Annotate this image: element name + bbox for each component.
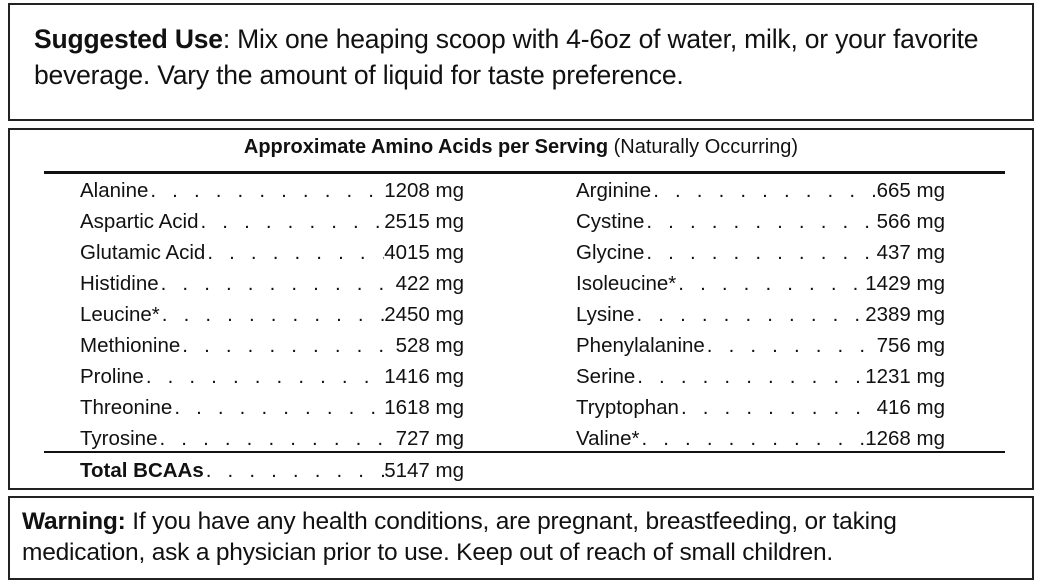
- dot-leader: . . . . . . . . . . . . . . . . . . . . …: [653, 179, 876, 202]
- amino-acid-value: 1208 mg: [384, 179, 464, 202]
- amino-acid-row: Lysine. . . . . . . . . . . . . . . . . …: [576, 299, 945, 330]
- dot-leader: . . . . . . . . . . . . . . . . . . . . …: [680, 396, 877, 419]
- dot-leader: . . . . . . . . . . . . . . . . . . . . …: [159, 427, 395, 450]
- amino-acid-name: Lysine: [576, 303, 635, 326]
- amino-acid-name: Proline: [80, 365, 144, 388]
- amino-acid-name: Isoleucine*: [576, 272, 677, 295]
- amino-acid-row: Leucine*. . . . . . . . . . . . . . . . …: [80, 299, 464, 330]
- dot-leader: . . . . . . . . . . . . . . . . . . . . …: [182, 334, 395, 357]
- dot-leader: . . . . . . . . . . . . . . . . . . . . …: [646, 241, 876, 264]
- dot-leader: . . . . . . . . . . . . . . . . . . . . …: [205, 459, 384, 482]
- amino-acid-row: Proline. . . . . . . . . . . . . . . . .…: [80, 361, 464, 392]
- table-title-main: Approximate Amino Acids per Serving: [243, 136, 609, 158]
- amino-acid-value: 1231 mg: [865, 365, 945, 388]
- amino-acid-name: Tyrosine: [80, 427, 158, 450]
- dot-leader: . . . . . . . . . . . . . . . . . . . . …: [678, 272, 865, 295]
- dot-leader: . . . . . . . . . . . . . . . . . . . . …: [706, 334, 877, 357]
- amino-acid-value: 2389 mg: [865, 303, 945, 326]
- amino-acid-name: Glutamic Acid: [80, 241, 206, 264]
- suggested-use-text: Suggested Use: Mix one heaping scoop wit…: [34, 21, 1016, 93]
- amino-acid-name: Tryptophan: [576, 396, 679, 419]
- amino-acid-name: Aspartic Acid: [80, 210, 199, 233]
- warning-label: Warning:: [22, 508, 126, 535]
- dot-leader: . . . . . . . . . . . . . . . . . . . . …: [646, 210, 876, 233]
- top-rule: [44, 171, 1005, 174]
- table-subtitle: (Naturally Occurring): [613, 136, 799, 158]
- dot-leader: . . . . . . . . . . . . . . . . . . . . …: [145, 365, 384, 388]
- amino-acid-value: 4015 mg: [384, 241, 464, 264]
- amino-acid-value: 437 mg: [876, 241, 945, 264]
- dot-leader: . . . . . . . . . . . . . . . . . . . . …: [160, 272, 396, 295]
- amino-acid-row: Threonine. . . . . . . . . . . . . . . .…: [80, 392, 464, 423]
- bottom-rule: [44, 451, 1005, 453]
- table-title: Approximate Amino Acids per Serving (Nat…: [10, 136, 1032, 159]
- amino-acid-row: Alanine. . . . . . . . . . . . . . . . .…: [80, 175, 464, 206]
- amino-acid-value: 1268 mg: [865, 427, 945, 450]
- amino-acid-row: Isoleucine*. . . . . . . . . . . . . . .…: [576, 268, 945, 299]
- amino-acid-name: Serine: [576, 365, 636, 388]
- dot-leader: . . . . . . . . . . . . . . . . . . . . …: [174, 396, 384, 419]
- amino-acid-value: 422 mg: [395, 272, 464, 295]
- amino-acid-value: 1618 mg: [384, 396, 464, 419]
- amino-acid-row: Tyrosine. . . . . . . . . . . . . . . . …: [80, 423, 464, 454]
- dot-leader: . . . . . . . . . . . . . . . . . . . . …: [150, 179, 384, 202]
- amino-acid-name: Glycine: [576, 241, 645, 264]
- suggested-use-body: : Mix one heaping scoop with 4-6oz of wa…: [34, 24, 979, 90]
- amino-acid-name: Threonine: [80, 396, 173, 419]
- total-bcaas-row: Total BCAAs. . . . . . . . . . . . . . .…: [80, 455, 464, 486]
- suggested-use-box: Suggested Use: Mix one heaping scoop wit…: [8, 3, 1034, 121]
- amino-acid-name: Cystine: [576, 210, 645, 233]
- amino-acid-row: Tryptophan. . . . . . . . . . . . . . . …: [576, 392, 945, 423]
- amino-acid-name: Phenylalanine: [576, 334, 705, 357]
- dot-leader: . . . . . . . . . . . . . . . . . . . . …: [161, 303, 384, 326]
- dot-leader: . . . . . . . . . . . . . . . . . . . . …: [207, 241, 384, 264]
- warning-body: If you have any health conditions, are p…: [22, 508, 897, 566]
- amino-acid-value: 727 mg: [395, 427, 464, 450]
- amino-acid-table: Approximate Amino Acids per Serving (Nat…: [8, 128, 1034, 490]
- amino-acid-name: Arginine: [576, 179, 652, 202]
- total-label: Total BCAAs: [80, 459, 204, 482]
- dot-leader: . . . . . . . . . . . . . . . . . . . . …: [636, 303, 866, 326]
- amino-acid-value: 416 mg: [876, 396, 945, 419]
- suggested-use-label: Suggested Use: [34, 24, 223, 54]
- amino-acid-value: 2515 mg: [384, 210, 464, 233]
- amino-acid-row: Glutamic Acid. . . . . . . . . . . . . .…: [80, 237, 464, 268]
- left-column: Alanine. . . . . . . . . . . . . . . . .…: [80, 175, 464, 454]
- amino-acid-name: Histidine: [80, 272, 159, 295]
- warning-text: Warning: If you have any health conditio…: [22, 506, 1016, 568]
- amino-acid-value: 756 mg: [876, 334, 945, 357]
- amino-acid-value: 1429 mg: [865, 272, 945, 295]
- amino-acid-value: 1416 mg: [384, 365, 464, 388]
- amino-acid-row: Aspartic Acid. . . . . . . . . . . . . .…: [80, 206, 464, 237]
- total-value: 5147 mg: [384, 459, 464, 482]
- amino-acid-name: Valine*: [576, 427, 640, 450]
- amino-acid-row: Histidine. . . . . . . . . . . . . . . .…: [80, 268, 464, 299]
- right-column: Arginine. . . . . . . . . . . . . . . . …: [576, 175, 945, 454]
- amino-acid-row: Serine. . . . . . . . . . . . . . . . . …: [576, 361, 945, 392]
- amino-acid-value: 566 mg: [876, 210, 945, 233]
- amino-acid-row: Phenylalanine. . . . . . . . . . . . . .…: [576, 330, 945, 361]
- amino-acid-value: 2450 mg: [384, 303, 464, 326]
- amino-acid-name: Alanine: [80, 179, 149, 202]
- dot-leader: . . . . . . . . . . . . . . . . . . . . …: [641, 427, 865, 450]
- amino-acid-name: Leucine*: [80, 303, 160, 326]
- dot-leader: . . . . . . . . . . . . . . . . . . . . …: [637, 365, 866, 388]
- amino-acid-value: 528 mg: [395, 334, 464, 357]
- amino-acid-row: Arginine. . . . . . . . . . . . . . . . …: [576, 175, 945, 206]
- amino-acid-row: Glycine. . . . . . . . . . . . . . . . .…: [576, 237, 945, 268]
- amino-acid-row: Cystine. . . . . . . . . . . . . . . . .…: [576, 206, 945, 237]
- amino-acid-row: Methionine. . . . . . . . . . . . . . . …: [80, 330, 464, 361]
- warning-box: Warning: If you have any health conditio…: [8, 496, 1034, 580]
- dot-leader: . . . . . . . . . . . . . . . . . . . . …: [200, 210, 385, 233]
- amino-acid-row: Valine*. . . . . . . . . . . . . . . . .…: [576, 423, 945, 454]
- amino-acid-value: 665 mg: [876, 179, 945, 202]
- amino-acid-name: Methionine: [80, 334, 181, 357]
